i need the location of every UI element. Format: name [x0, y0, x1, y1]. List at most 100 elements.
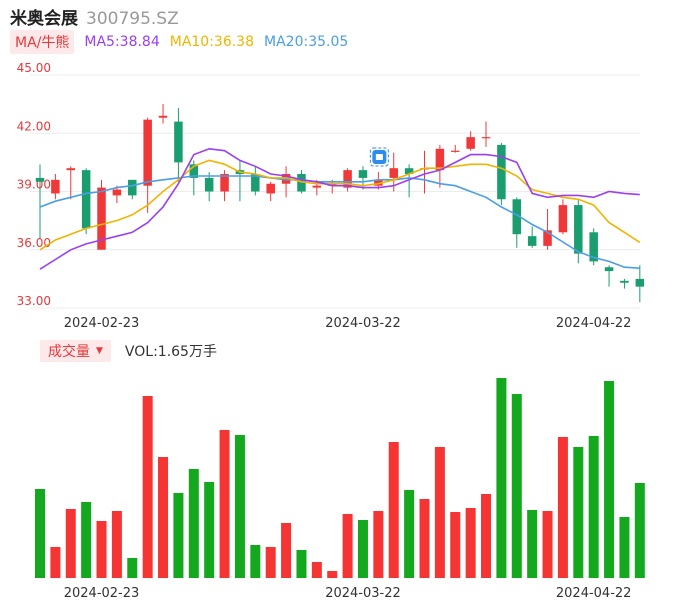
candle-body — [435, 148, 445, 171]
candle-body — [220, 174, 229, 192]
candle — [543, 208, 552, 250]
ma20-line — [39, 175, 640, 269]
volume-bar — [573, 447, 584, 578]
ma5-label: MA5:38.84 — [84, 34, 160, 50]
candle-body — [327, 183, 337, 186]
candle-body — [635, 278, 645, 287]
candle-body — [620, 280, 629, 283]
candle-body — [389, 168, 398, 178]
date-tick-label: 2024-04-22 — [556, 316, 632, 331]
volume-toggle-button[interactable]: 成交量 ▼ — [40, 340, 111, 362]
candle — [635, 265, 645, 303]
price-tick-label: 39.00 — [17, 178, 51, 192]
volume-bar — [342, 514, 353, 578]
price-date-axis: 2024-02-23 2024-03-22 2024-04-22 — [64, 316, 632, 331]
candle-body — [527, 236, 537, 246]
volume-bar — [588, 436, 599, 578]
candle — [404, 164, 414, 198]
candle — [435, 144, 445, 188]
volume-bar — [373, 511, 384, 578]
marker-glyph — [375, 154, 383, 160]
volume-bar — [419, 499, 430, 578]
stock-code: 300795.SZ — [86, 9, 179, 29]
date-tick-label: 2024-03-22 — [325, 316, 401, 331]
volume-bar — [327, 571, 338, 578]
volume-bar — [404, 490, 415, 578]
volume-bar — [481, 494, 492, 578]
candle — [112, 185, 122, 204]
price-tick-label: 42.00 — [17, 119, 51, 133]
marker-frame — [369, 147, 389, 167]
volume-bar — [188, 469, 199, 578]
candle — [35, 164, 45, 239]
candle-body — [281, 174, 291, 184]
candle — [266, 181, 275, 202]
stock-header: 米奥会展 300795.SZ — [10, 4, 179, 29]
price-axis-labels: 45.00 42.00 39.00 36.00 33.00 — [17, 61, 51, 308]
volume-bar — [465, 508, 476, 578]
candle-body — [112, 189, 122, 196]
candle-body — [35, 177, 45, 182]
event-marker-icon[interactable] — [369, 147, 389, 167]
volume-bar — [557, 437, 568, 578]
candle — [174, 108, 183, 182]
volume-bar — [81, 502, 92, 578]
candle — [481, 121, 491, 147]
candle — [497, 142, 506, 206]
ma5-line — [39, 147, 640, 270]
volume-bar — [250, 545, 261, 578]
candle-body — [404, 168, 414, 175]
candle-body — [358, 170, 368, 178]
volume-legend: 成交量 ▼ VOL:1.65万手 — [40, 340, 217, 362]
candle-body — [297, 174, 306, 192]
volume-bar — [511, 394, 522, 578]
candle-body — [81, 170, 91, 229]
price-tick-label: 33.00 — [17, 294, 51, 308]
moving-average-lines — [39, 147, 641, 270]
candle-body — [481, 137, 491, 139]
candle — [81, 168, 91, 235]
candle — [451, 144, 460, 153]
candlesticks — [35, 104, 645, 303]
volume-bar — [296, 550, 307, 578]
volume-bar — [127, 558, 138, 578]
candle — [143, 117, 152, 213]
candle — [66, 166, 76, 200]
candle-body — [51, 179, 60, 194]
ma-legend: MA/牛熊 MA5:38.84 MA10:36.38 MA20:35.05 — [10, 30, 348, 54]
candle — [204, 172, 214, 202]
volume-bar — [111, 511, 122, 578]
volume-bar — [388, 442, 399, 578]
volume-bar — [311, 562, 322, 578]
date-tick-label: 2024-02-23 — [64, 586, 140, 601]
volume-bar — [634, 483, 645, 578]
volume-value: VOL:1.65万手 — [124, 344, 217, 360]
candle-body — [604, 267, 614, 272]
candle — [235, 160, 245, 202]
candle — [589, 228, 598, 266]
ma-toggle-button[interactable]: MA/牛熊 — [10, 30, 75, 54]
candle-body — [451, 150, 460, 152]
volume-bar — [357, 520, 368, 578]
candle — [558, 199, 568, 235]
candle-body — [497, 144, 506, 200]
volume-bars — [35, 378, 645, 578]
volume-bar — [234, 435, 245, 578]
volume-bar — [527, 510, 538, 578]
candle-body — [251, 174, 260, 192]
volume-bar — [281, 523, 292, 578]
candle-body — [558, 205, 568, 233]
price-grid — [30, 74, 640, 309]
candle — [466, 131, 475, 151]
ma10-label: MA10:36.38 — [169, 34, 255, 50]
candle — [343, 168, 352, 192]
volume-date-axis: 2024-02-23 2024-03-22 2024-04-22 — [64, 586, 632, 601]
candle — [51, 174, 60, 200]
candle — [251, 166, 260, 196]
volume-bar — [434, 447, 445, 578]
candle-body — [97, 187, 106, 250]
caret-down-icon: ▼ — [96, 346, 103, 356]
candle-body — [128, 179, 137, 196]
volume-bar — [96, 521, 107, 578]
